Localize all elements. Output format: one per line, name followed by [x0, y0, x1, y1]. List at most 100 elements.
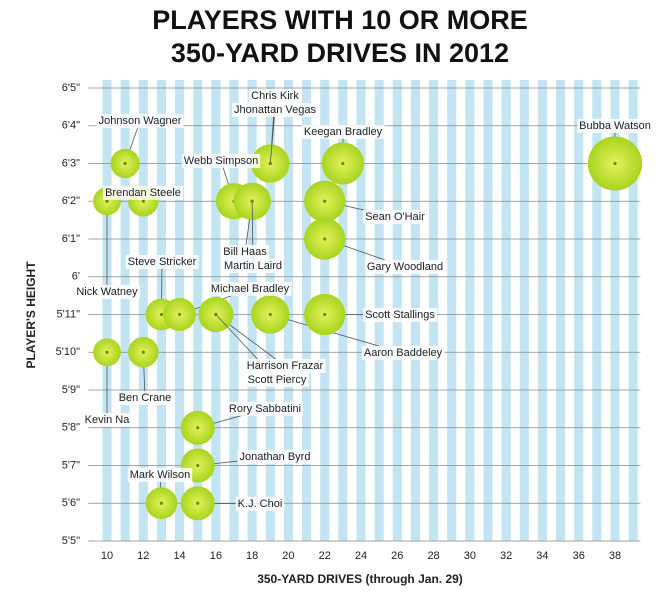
label-bg [363, 307, 438, 322]
bubble-center [196, 426, 200, 430]
label-bg [127, 467, 193, 482]
chart-title: 350-YARD DRIVES IN 2012 [171, 38, 509, 68]
player-label: Ben Crane [119, 392, 172, 404]
bubble-center [123, 161, 127, 166]
player-label: Webb Simpson [184, 155, 258, 167]
x-tick-label: 14 [173, 550, 185, 562]
stripe [138, 80, 148, 541]
y-tick-label: 6'1" [62, 233, 80, 245]
x-tick-label: 10 [101, 550, 113, 562]
label-bg [208, 281, 292, 296]
x-tick-label: 12 [137, 550, 149, 562]
y-tick-label: 5'9" [62, 384, 80, 396]
bubble-center [196, 463, 200, 468]
bubble-center [268, 312, 272, 317]
chart-title: PLAYERS WITH 10 OR MORE [152, 5, 528, 35]
player-label: Gary Woodland [367, 261, 443, 273]
stripe [556, 80, 566, 541]
player-label: Chris Kirk [251, 90, 299, 102]
leader-line [269, 109, 276, 164]
label-bg [181, 153, 261, 168]
stripe [574, 80, 584, 541]
stripe [193, 80, 203, 541]
player-label: Johnson Wagner [99, 115, 182, 127]
stripe [628, 80, 638, 541]
stripe [102, 80, 112, 541]
bubble-center [214, 312, 218, 317]
player-label: Martin Laird [224, 260, 282, 272]
player-label: Bill Haas [223, 246, 267, 258]
bubble-center [159, 312, 164, 317]
label-bg [125, 254, 199, 269]
x-axis-label: 350-YARD DRIVES (through Jan. 29) [257, 572, 463, 586]
player-label: Michael Bradley [211, 283, 290, 295]
stripe [356, 80, 366, 541]
label-bg [103, 185, 183, 200]
label-bg [363, 209, 428, 224]
bubble-center [341, 161, 345, 166]
player-label: Keegan Bradley [304, 126, 383, 138]
label-bg [221, 244, 270, 259]
x-tick-label: 26 [391, 550, 403, 562]
bubble-center [177, 312, 182, 317]
player-label: Jonathan Byrd [240, 451, 311, 463]
stripe [229, 80, 239, 541]
player-label: Bubba Watson [579, 120, 651, 132]
y-tick-label: 6' [72, 271, 80, 283]
x-tick-label: 16 [210, 550, 222, 562]
x-tick-label: 34 [536, 550, 548, 562]
label-bg [226, 401, 304, 416]
x-tick-label: 36 [573, 550, 585, 562]
bubble-center [613, 161, 617, 166]
y-tick-label: 6'5" [62, 82, 80, 94]
x-tick-label: 22 [319, 550, 331, 562]
label-bg [221, 258, 285, 273]
bubble-center [105, 350, 109, 354]
player-label: Sean O'Hair [365, 211, 425, 223]
y-tick-label: 5'8" [62, 422, 80, 434]
bubble-center [141, 350, 145, 354]
label-bg [74, 284, 141, 299]
bubble-center [250, 199, 254, 203]
label-bg [245, 372, 309, 387]
x-tick-label: 38 [609, 550, 621, 562]
bubble-center [268, 161, 272, 166]
stripe [610, 80, 620, 541]
y-tick-label: 6'4" [62, 120, 80, 132]
stripe [519, 80, 529, 541]
bubble-center [196, 501, 200, 505]
label-bg [301, 124, 385, 139]
bubble-center [105, 199, 109, 203]
bubble-center [323, 312, 327, 317]
label-bg [249, 88, 302, 103]
bubble-center [323, 199, 327, 203]
y-tick-label: 6'2" [62, 195, 80, 207]
label-bg [237, 449, 313, 464]
y-tick-label: 5'5" [62, 535, 80, 547]
y-tick-label: 5'7" [62, 459, 80, 471]
stripe [501, 80, 511, 541]
label-bg [82, 412, 133, 427]
player-label: Aaron Baddeley [364, 347, 443, 359]
x-tick-label: 28 [427, 550, 439, 562]
player-label: Mark Wilson [130, 469, 191, 481]
label-bg [577, 118, 653, 133]
player-label: Kevin Na [85, 414, 131, 426]
label-bg [116, 390, 174, 405]
stripe [465, 80, 475, 541]
x-tick-label: 24 [355, 550, 367, 562]
bubble-center [141, 199, 145, 203]
label-bg [364, 259, 446, 274]
label-bg [361, 345, 445, 360]
player-label: Harrison Frazar [247, 360, 324, 372]
label-bg [232, 102, 319, 117]
stripe [120, 80, 130, 541]
stripe [447, 80, 457, 541]
x-tick-label: 32 [500, 550, 512, 562]
player-label: Steve Stricker [128, 256, 197, 268]
y-tick-label: 5'11" [56, 308, 80, 320]
y-tick-label: 6'3" [62, 157, 80, 169]
stripe [483, 80, 493, 541]
label-bg [96, 113, 184, 128]
